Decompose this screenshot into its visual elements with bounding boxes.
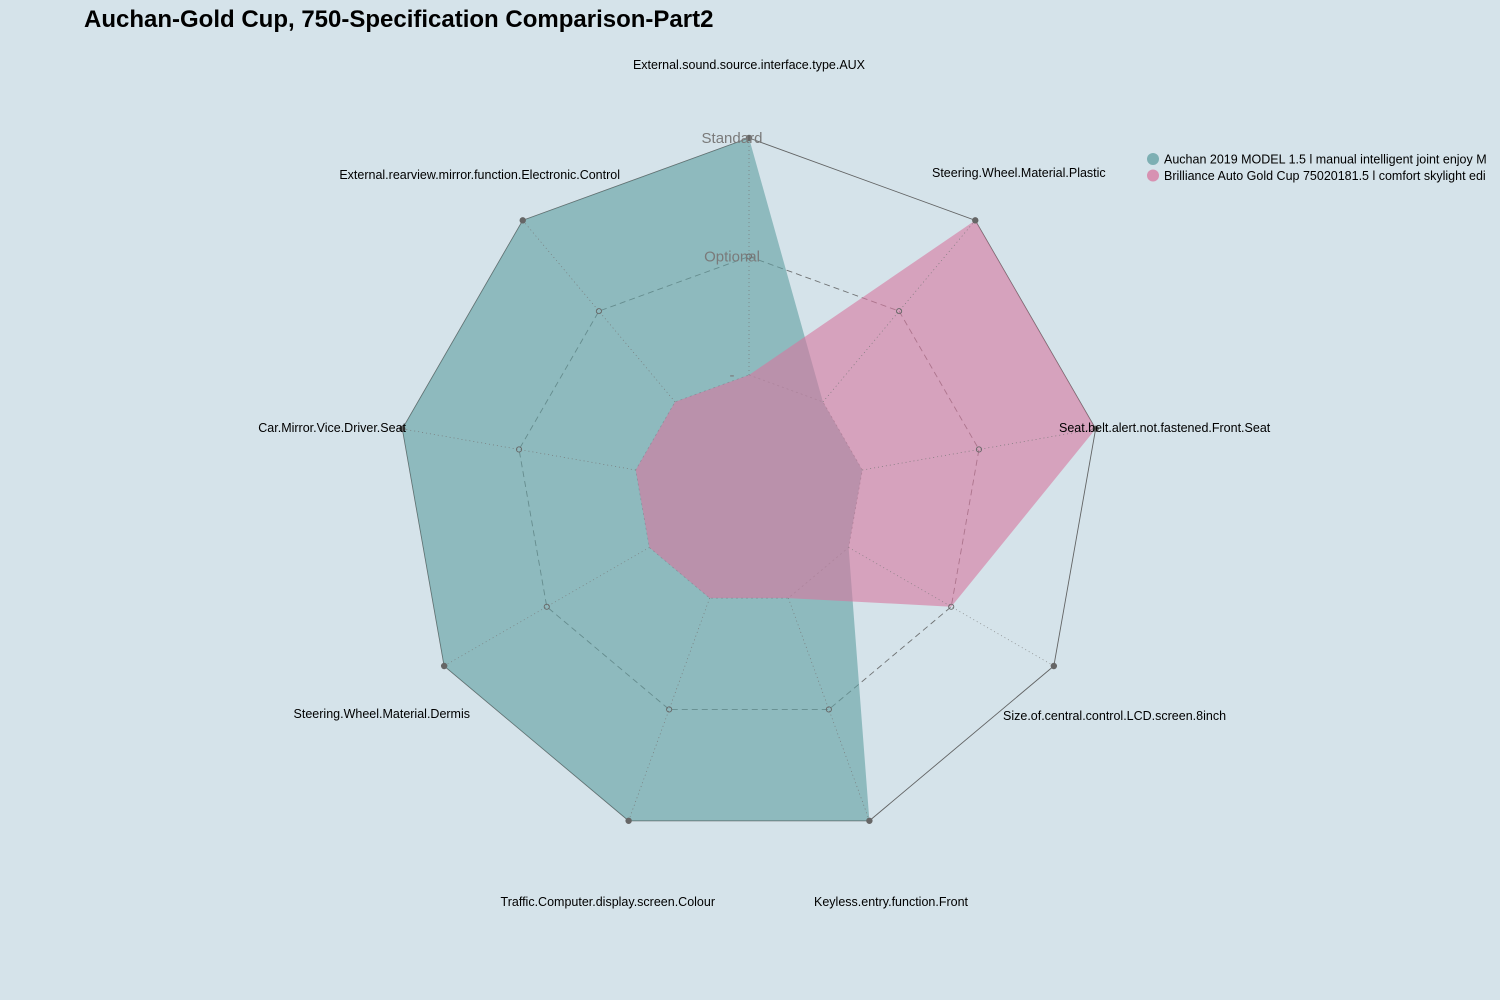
outer-vertex-6 [440, 662, 448, 670]
axis-label-3: Size.of.central.control.LCD.screen.8inch [1003, 709, 1226, 723]
outer-vertex-2 [1092, 425, 1099, 433]
legend-label-1: Brilliance Auto Gold Cup 75020181.5 l co… [1164, 169, 1486, 183]
mid-vertex-0 [745, 253, 753, 260]
mid-vertex-2 [975, 446, 983, 453]
series-polygons [402, 138, 1096, 821]
axis-label-5: Traffic.Computer.display.screen.Colour [501, 895, 715, 909]
axis-label-4: Keyless.entry.function.Front [814, 895, 969, 909]
outer-vertex-1 [972, 217, 979, 224]
grid-vertices [399, 134, 1099, 824]
mid-vertex-5 [666, 706, 673, 713]
mid-vertex-7 [515, 446, 523, 453]
chart-title: Auchan-Gold Cup, 750-Specification Compa… [84, 6, 714, 33]
outer-vertex-5 [625, 817, 632, 824]
level-label-1: Optional [704, 249, 760, 266]
outer-vertex-7 [399, 425, 406, 433]
axis-label-2: Seat.belt.alert.not.fastened.Front.Seat [1059, 421, 1271, 435]
level-label-0: - [730, 367, 735, 384]
legend-label-0: Auchan 2019 MODEL 1.5 l manual intellige… [1164, 153, 1487, 167]
mid-vertex-3 [948, 603, 955, 610]
outer-vertex-3 [1050, 662, 1058, 670]
axis-label-7: Car.Mirror.Vice.Driver.Seat [258, 421, 406, 435]
axis-labels: External.sound.source.interface.type.AUX… [258, 58, 1271, 909]
level-labels: - Optional Standard [702, 130, 763, 384]
series-polygon-1 [635, 220, 1096, 607]
outer-vertex-4 [866, 817, 873, 824]
series-polygon-0 [402, 138, 870, 821]
mid-vertex-1 [896, 308, 903, 315]
legend-swatch-1 [1147, 169, 1159, 182]
legend-swatch-0 [1147, 153, 1159, 165]
level-label-2: Standard [702, 130, 763, 147]
axis-label-0: External.sound.source.interface.type.AUX [633, 58, 866, 72]
mid-vertex-6 [543, 603, 550, 610]
mid-vertex-8 [595, 308, 602, 315]
outer-vertex-8 [519, 217, 526, 224]
legend: Auchan 2019 MODEL 1.5 l manual intellige… [1147, 153, 1487, 183]
axis-label-1: Steering.Wheel.Material.Plastic [932, 166, 1106, 180]
axis-label-6: Steering.Wheel.Material.Dermis [294, 707, 470, 721]
axis-label-8: External.rearview.mirror.function.Electr… [339, 168, 620, 182]
mid-vertex-4 [825, 706, 832, 713]
outer-vertex-0 [745, 134, 753, 142]
